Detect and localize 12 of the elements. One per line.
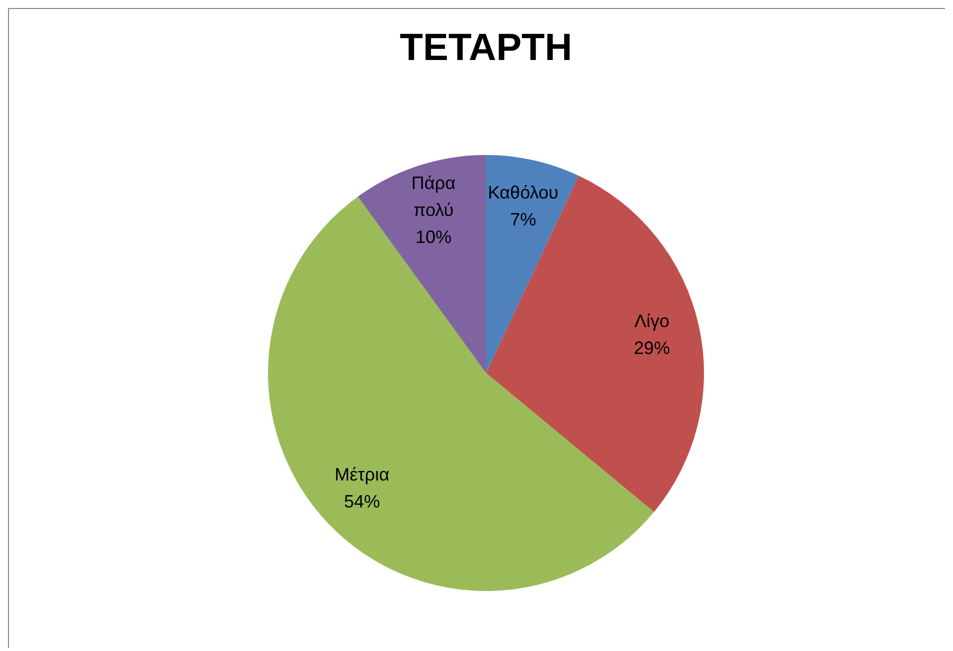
pie-slice <box>486 176 704 512</box>
slice-label: Μέτρια <box>334 464 390 485</box>
slice-label: Καθόλου <box>488 182 558 202</box>
pie-slice <box>486 155 579 373</box>
slice-label: Πάρα πολύ <box>411 173 456 220</box>
chart-title: ΤΕΤΑΡΤΗ <box>400 27 572 69</box>
pie-slice <box>358 155 486 373</box>
slice-label: Λίγο <box>634 311 670 332</box>
data-label: 29% <box>634 338 670 358</box>
data-label: 54% <box>344 492 380 512</box>
data-label: 10% <box>415 227 452 248</box>
data-label: 7% <box>510 209 536 230</box>
